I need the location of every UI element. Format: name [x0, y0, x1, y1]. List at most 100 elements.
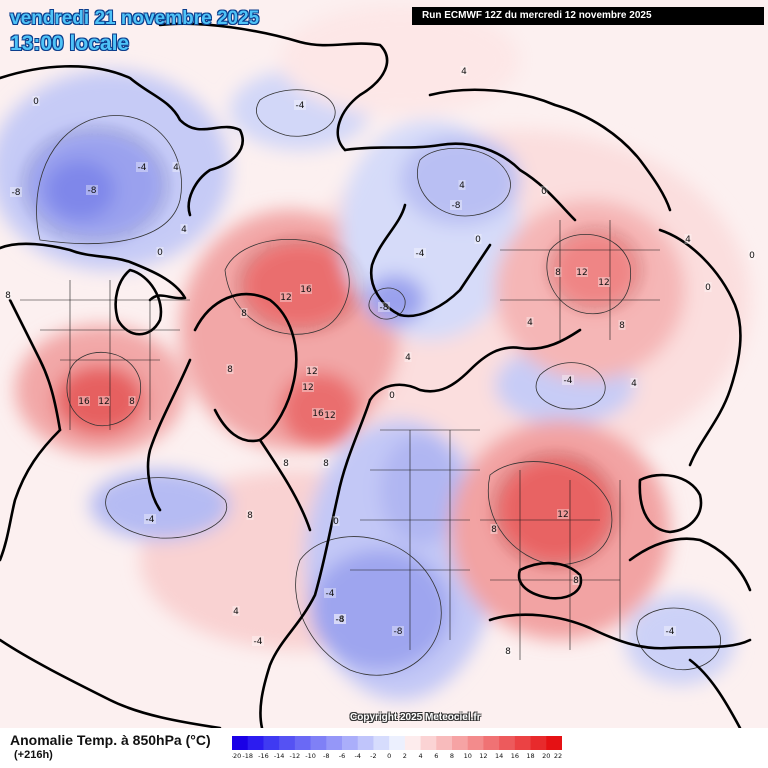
- legend-tick-label: 10: [464, 752, 472, 760]
- legend-swatch: [546, 736, 562, 750]
- contour-label-bg: [300, 284, 312, 294]
- contour-value-label: -8: [452, 201, 461, 211]
- legend-swatch: [514, 736, 532, 750]
- color-scale-legend: -20-18-16-14-12-10-8-6-4-202468101214161…: [232, 736, 562, 760]
- contour-value-label: -4: [666, 627, 675, 637]
- contour-label-bg: [306, 366, 318, 376]
- valid-date-title: vendredi 21 novembre 2025: [10, 8, 260, 29]
- contour-value-label: 8: [619, 321, 625, 331]
- contour-value-label: 4: [459, 181, 465, 191]
- legend-swatch: [247, 736, 264, 750]
- contour-label-bg: [280, 292, 292, 302]
- contour-value-label: -4: [416, 249, 425, 259]
- contour-label-bg: [4, 290, 12, 300]
- coast-asia-east: [428, 88, 672, 212]
- contour-label-bg: [172, 162, 180, 172]
- legend-tick-label: -16: [258, 752, 269, 760]
- contour-value-label: 16: [300, 285, 312, 295]
- contour-value-label: -4: [254, 637, 263, 647]
- legend-swatch: [342, 736, 359, 750]
- contour-value-label: 0: [475, 235, 481, 245]
- contour-value-label: 12: [598, 278, 609, 288]
- contour-value-label: 12: [324, 411, 335, 421]
- coast-alaska: [0, 65, 244, 217]
- contour-label-bg: [10, 187, 22, 197]
- contour-label-bg: [414, 248, 426, 258]
- contour-value-label: 0: [157, 248, 163, 258]
- contour-label-bg: [684, 234, 692, 244]
- contour-label-bg: [526, 317, 534, 327]
- coast-east-canada: [146, 358, 192, 512]
- contour-label-bg: [78, 396, 90, 406]
- contour-label-bg: [98, 396, 110, 406]
- contour-label-bg: [282, 458, 290, 468]
- valid-time-title: 13:00 locale: [10, 32, 130, 55]
- contour-value-label: 12: [576, 268, 587, 278]
- contour-label-bg: [630, 378, 638, 388]
- legend-tick-label: 12: [479, 752, 487, 760]
- contour-label-bg: [392, 626, 404, 636]
- contour-value-label: 4: [233, 607, 239, 617]
- contour-value-label: 12: [302, 383, 313, 393]
- coastlines: [0, 22, 752, 728]
- legend-tick-label: -12: [290, 752, 301, 760]
- legend-tick-label: 4: [419, 752, 423, 760]
- contour-label-bg: [128, 396, 136, 406]
- legend-swatch: [467, 736, 484, 750]
- contour-value-label: 8: [227, 365, 233, 375]
- contour-label-bg: [572, 575, 580, 585]
- legend-swatch: [420, 736, 437, 750]
- contour-value-label: -8: [336, 615, 345, 625]
- coast-arctic-isles: [369, 203, 492, 318]
- coast-middle-east: [628, 537, 752, 592]
- contour-label-bg: [598, 277, 610, 287]
- contour-value-label: 0: [705, 283, 711, 293]
- legend-tick-label: -10: [305, 752, 316, 760]
- contour-value-label: 8: [491, 525, 497, 535]
- cold-anomaly-atlantic: [90, 470, 230, 540]
- contour-label-bg: [302, 382, 314, 392]
- copyright-text: Copyright 2025 Meteociel.fr: [350, 712, 481, 723]
- legend-tick-label: 6: [434, 752, 438, 760]
- contour-value-label: 8: [505, 647, 511, 657]
- contour-label-bg: [240, 308, 248, 318]
- coast-india: [688, 658, 742, 728]
- contour-value-label: 4: [685, 235, 691, 245]
- legend-swatch: [499, 736, 516, 750]
- contour-value-label: 4: [527, 318, 533, 328]
- legend-tick-label: -4: [354, 752, 360, 760]
- contour-value-label: -8: [380, 303, 389, 313]
- contour-value-label: 4: [405, 353, 411, 363]
- contour-label-bg: [704, 282, 712, 292]
- coast-europe-north: [368, 328, 582, 402]
- coast-great-lakes: [8, 298, 62, 432]
- legend-tick-label: 20: [542, 752, 550, 760]
- legend-swatch: [404, 736, 422, 750]
- contour-value-label: -4: [296, 101, 305, 111]
- legend-tick-label: -18: [242, 752, 253, 760]
- coast-europe-west: [259, 398, 372, 728]
- contour-label-bg: [618, 320, 626, 330]
- contour-value-label: 0: [389, 391, 395, 401]
- contour-value-label: 8: [241, 309, 247, 319]
- coast-greenland: [193, 292, 298, 443]
- legend-tick-label: 0: [387, 752, 391, 760]
- contour-label-bg: [156, 247, 164, 257]
- legend-tick-label: -2: [370, 752, 376, 760]
- contour-value-label: 12: [557, 510, 568, 520]
- legend-swatch: [373, 736, 390, 750]
- coast-siberia-north: [343, 142, 577, 222]
- contour-label-bg: [460, 66, 468, 76]
- coast-mediterranean: [488, 613, 752, 650]
- legend-swatch: [279, 736, 296, 750]
- coast-hudson: [114, 268, 163, 336]
- variable-title: Anomalie Temp. à 850hPa (°C): [10, 732, 211, 748]
- coast-bering: [158, 22, 389, 152]
- legend-swatch: [436, 736, 453, 750]
- coast-caspian: [638, 473, 703, 534]
- contour-value-label: 16: [78, 397, 90, 407]
- coast-north-america-west: [0, 242, 187, 302]
- contour-value-label: 8: [5, 291, 11, 301]
- contour-label-bg: [378, 302, 390, 312]
